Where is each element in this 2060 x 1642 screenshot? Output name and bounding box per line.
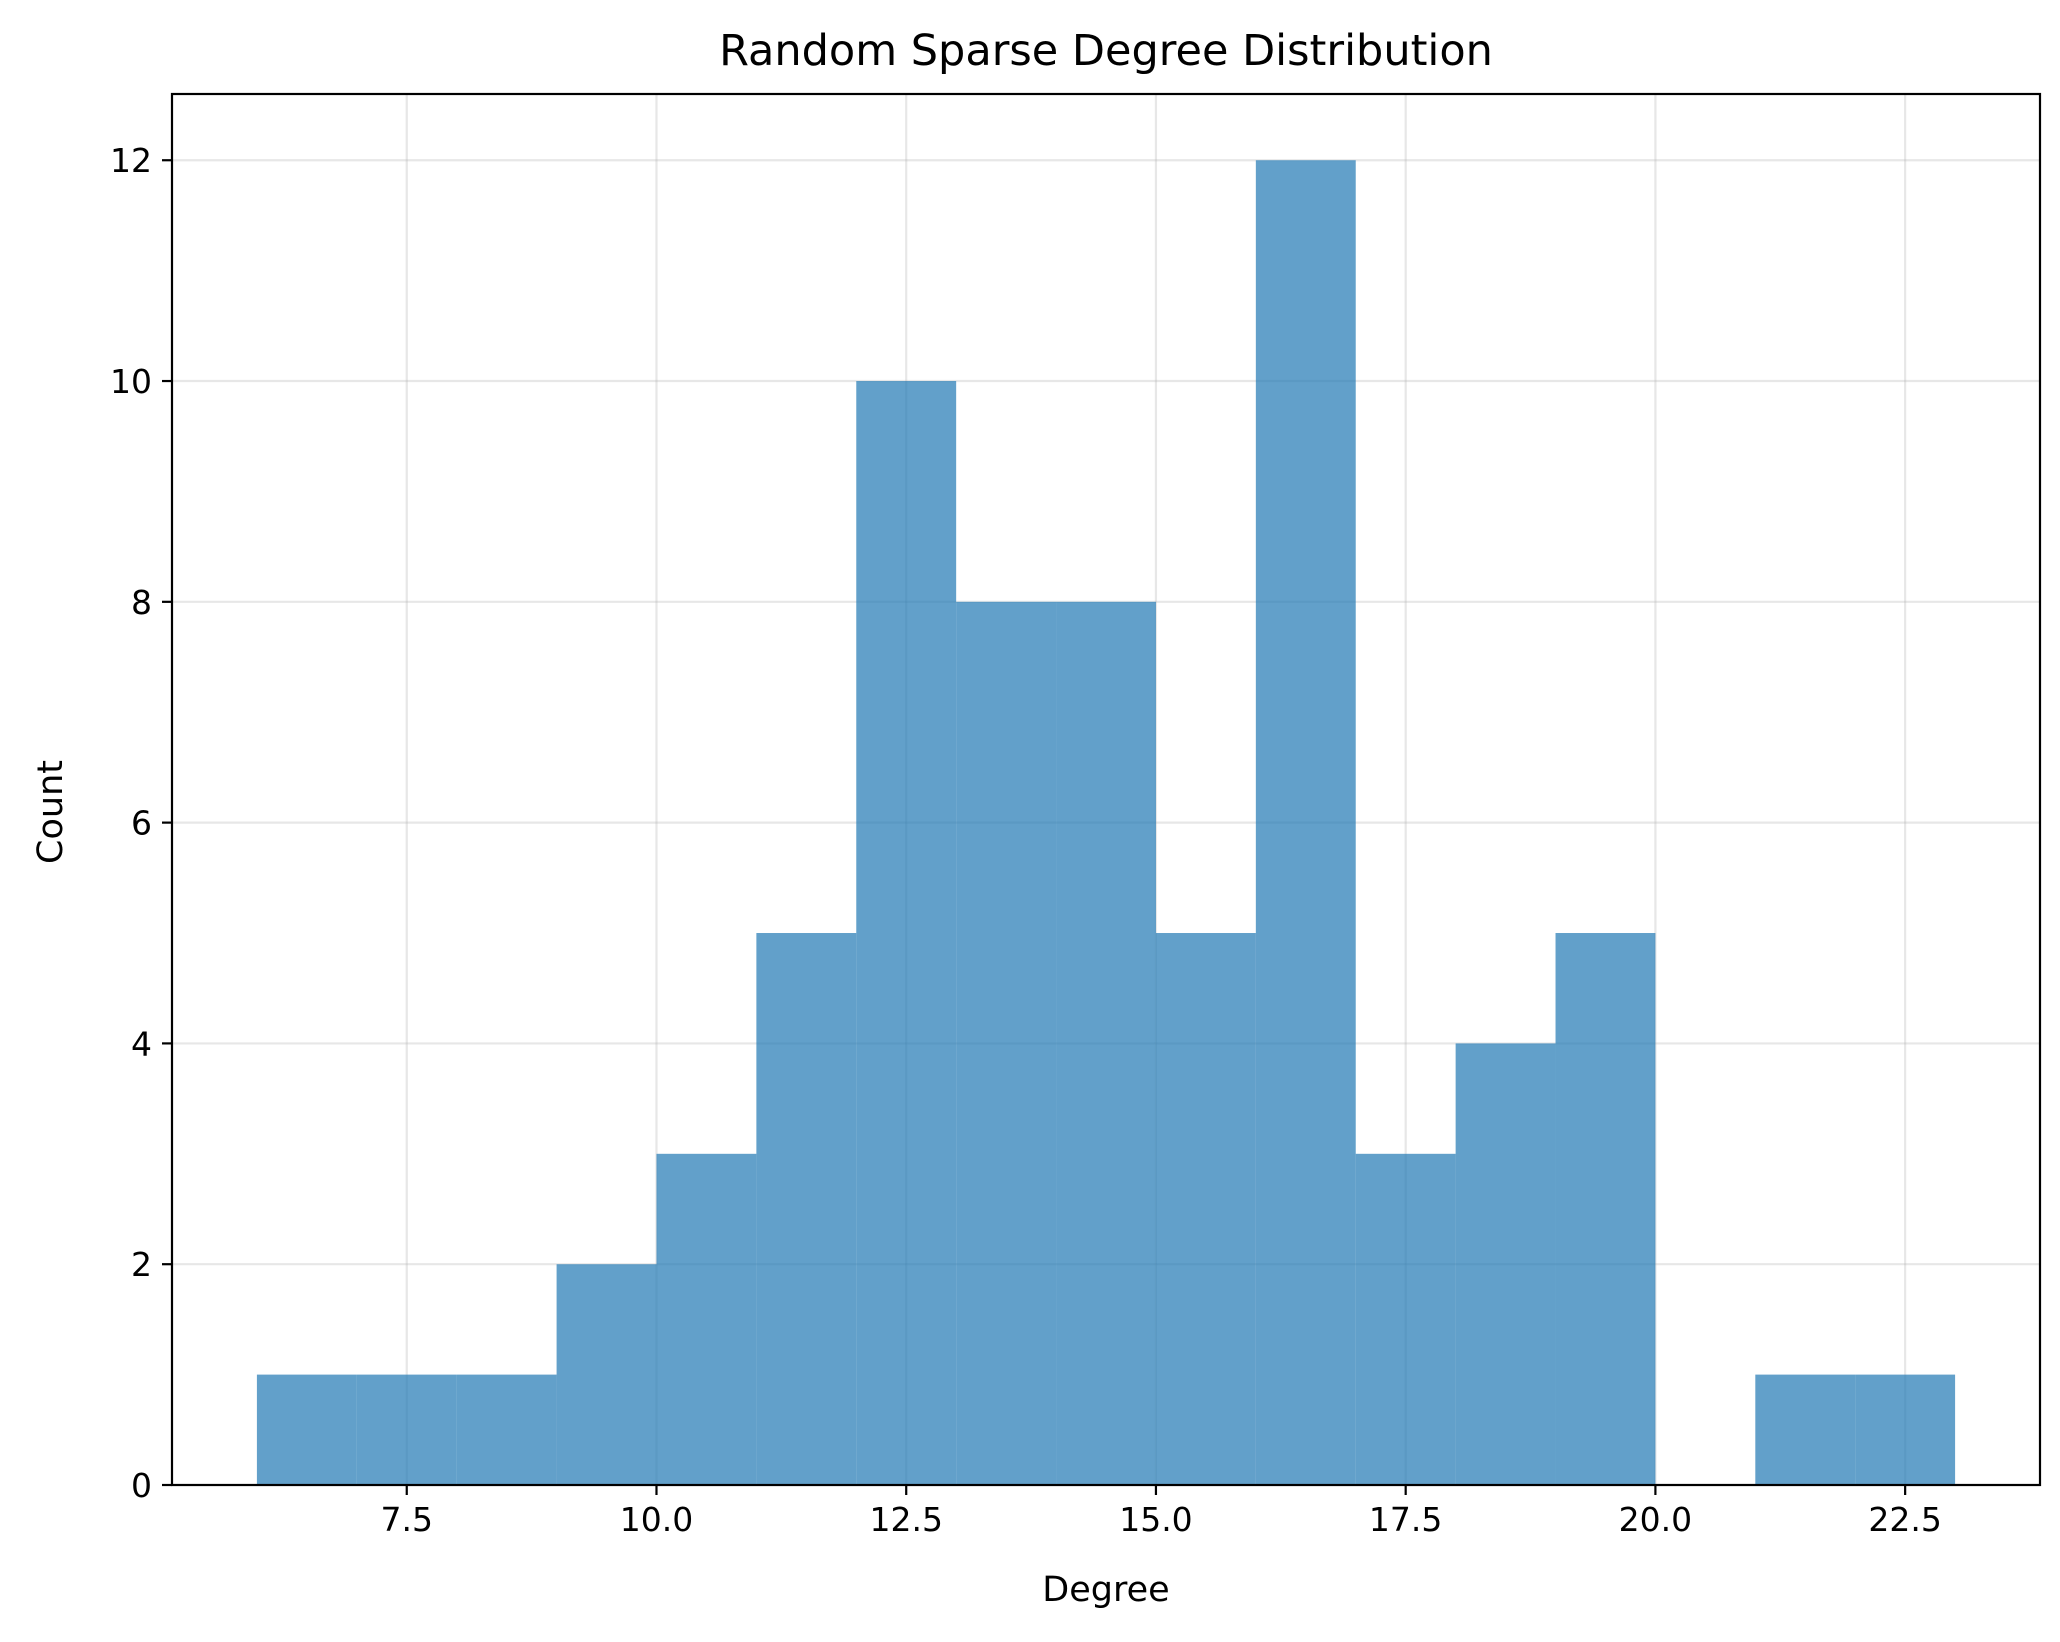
- histogram-bar: [756, 933, 857, 1485]
- plot-frame: [170, 92, 2042, 1487]
- histogram-bar: [1755, 1374, 1856, 1485]
- y-tick-label: 12: [110, 141, 152, 180]
- histogram-bar: [1155, 933, 1256, 1485]
- x-tick-label: 22.5: [1868, 1500, 1941, 1539]
- x-tick-label: 20.0: [1619, 1500, 1692, 1539]
- x-tick-label: 15.0: [1119, 1500, 1192, 1539]
- histogram-bar: [556, 1264, 657, 1485]
- grid-layer: [172, 94, 2040, 1487]
- x-axis-label: Degree: [1042, 1570, 1169, 1610]
- x-tick-label: 10.0: [620, 1500, 693, 1539]
- histogram-bar: [456, 1374, 557, 1485]
- histogram-bar: [656, 1153, 757, 1485]
- histogram-bar: [1056, 601, 1156, 1485]
- histogram-bar: [356, 1374, 457, 1485]
- y-tick-label: 0: [131, 1466, 152, 1505]
- histogram-bar: [1855, 1374, 1956, 1485]
- histogram-bar: [256, 1374, 357, 1485]
- chart-title: Random Sparse Degree Distribution: [719, 26, 1493, 76]
- x-tick-label: 12.5: [869, 1500, 942, 1539]
- y-axis-label: Count: [31, 760, 71, 864]
- x-tick-label: 7.5: [381, 1500, 433, 1539]
- histogram-bar: [1555, 933, 1656, 1485]
- histogram-bar: [1455, 1043, 1556, 1485]
- y-tick-label: 10: [110, 362, 152, 401]
- histogram-bar: [1255, 160, 1356, 1486]
- histogram-bar: [856, 381, 957, 1485]
- y-tick-label: 6: [131, 804, 152, 843]
- y-tick-label: 2: [131, 1245, 152, 1284]
- y-tick-label: 8: [131, 583, 152, 622]
- y-tick-label: 4: [131, 1024, 152, 1063]
- x-tick-label: 17.5: [1369, 1500, 1442, 1539]
- histogram-bar: [1355, 1153, 1456, 1485]
- bar-layer: [256, 160, 1956, 1486]
- histogram-bar: [956, 601, 1057, 1485]
- axis-layer: 7.5 10.0 12.5 15.0 17.5 20.0 22.5 0 2 4 6 8 10 12: [110, 92, 2042, 1539]
